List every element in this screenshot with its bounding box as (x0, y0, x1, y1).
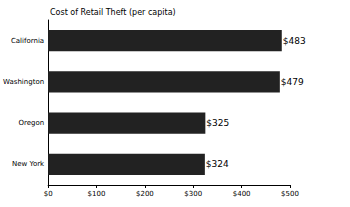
svg-text:Cost of Retail Theft (per capi: Cost of Retail Theft (per capita) (50, 8, 176, 17)
svg-text:$400: $400 (233, 190, 251, 198)
svg-text:$479: $479 (281, 77, 304, 87)
svg-text:$500: $500 (281, 190, 299, 198)
svg-text:$483: $483 (283, 36, 306, 46)
svg-text:$200: $200 (136, 190, 154, 198)
svg-text:$324: $324 (206, 159, 229, 169)
svg-text:$325: $325 (206, 118, 229, 128)
svg-text:New York: New York (12, 160, 45, 168)
svg-text:Oregon: Oregon (18, 119, 44, 127)
svg-text:Washington: Washington (3, 78, 44, 86)
svg-text:$300: $300 (184, 190, 202, 198)
svg-text:California: California (11, 37, 44, 45)
svg-text:$100: $100 (88, 190, 106, 198)
svg-text:$0: $0 (44, 190, 53, 198)
